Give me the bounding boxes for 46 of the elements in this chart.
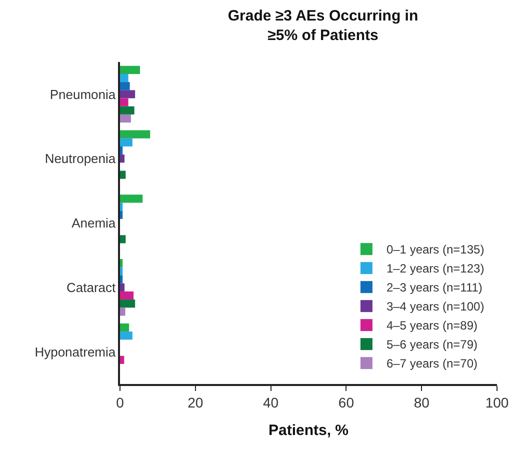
x-tick-label: 20: [188, 394, 204, 411]
bar: [120, 356, 124, 364]
legend-label: 2–3 years (n=111): [386, 280, 482, 295]
bar: [120, 332, 132, 340]
bar: [120, 308, 126, 316]
bar: [120, 275, 123, 284]
legend-label: 4–5 years (n=89): [386, 318, 478, 333]
y-tick-label: Neutropenia: [44, 151, 116, 166]
y-tick-label: Anemia: [72, 216, 116, 231]
chart-title: Grade ≥3 AEs Occurring in ≥5% of Patients: [228, 7, 418, 44]
legend-label: 5–6 years (n=79): [386, 338, 478, 352]
bar: [120, 114, 131, 123]
x-tick-label: 0: [116, 394, 124, 411]
bar: [120, 154, 125, 163]
bar: [120, 146, 123, 155]
legend-label: 6–7 years (n=70): [386, 356, 478, 371]
y-tick-label: Pneumonia: [50, 86, 116, 102]
bar: [120, 323, 130, 332]
bar: [120, 106, 134, 114]
bar: [120, 300, 136, 308]
legend-label: 0–1 years (n=135): [386, 242, 484, 257]
legend-label: 3–4 years (n=100): [386, 300, 484, 314]
bar: [120, 235, 126, 244]
bar: [120, 130, 150, 138]
bar: [120, 267, 123, 276]
bar: [120, 98, 128, 106]
x-tick-label: 100: [485, 394, 509, 411]
x-axis-title: Patients, %: [268, 422, 349, 440]
bar: [120, 259, 123, 268]
x-tick-label: 80: [414, 394, 430, 411]
bar: [120, 66, 140, 74]
bar: [120, 74, 128, 82]
x-tick-label: 60: [338, 394, 354, 411]
bar: [120, 194, 143, 203]
bar: [120, 210, 123, 219]
bar: [120, 90, 136, 98]
bar: [120, 82, 130, 90]
bar: [120, 283, 125, 292]
x-tick-label: 40: [263, 394, 279, 411]
bar: [120, 170, 126, 179]
bar: [120, 291, 134, 300]
y-tick-label: Cataract: [66, 280, 116, 295]
bar: [120, 202, 123, 211]
y-tick-label: Hyponatremia: [34, 344, 116, 360]
bar: [120, 138, 132, 146]
legend-label: 1–2 years (n=123): [386, 262, 484, 276]
